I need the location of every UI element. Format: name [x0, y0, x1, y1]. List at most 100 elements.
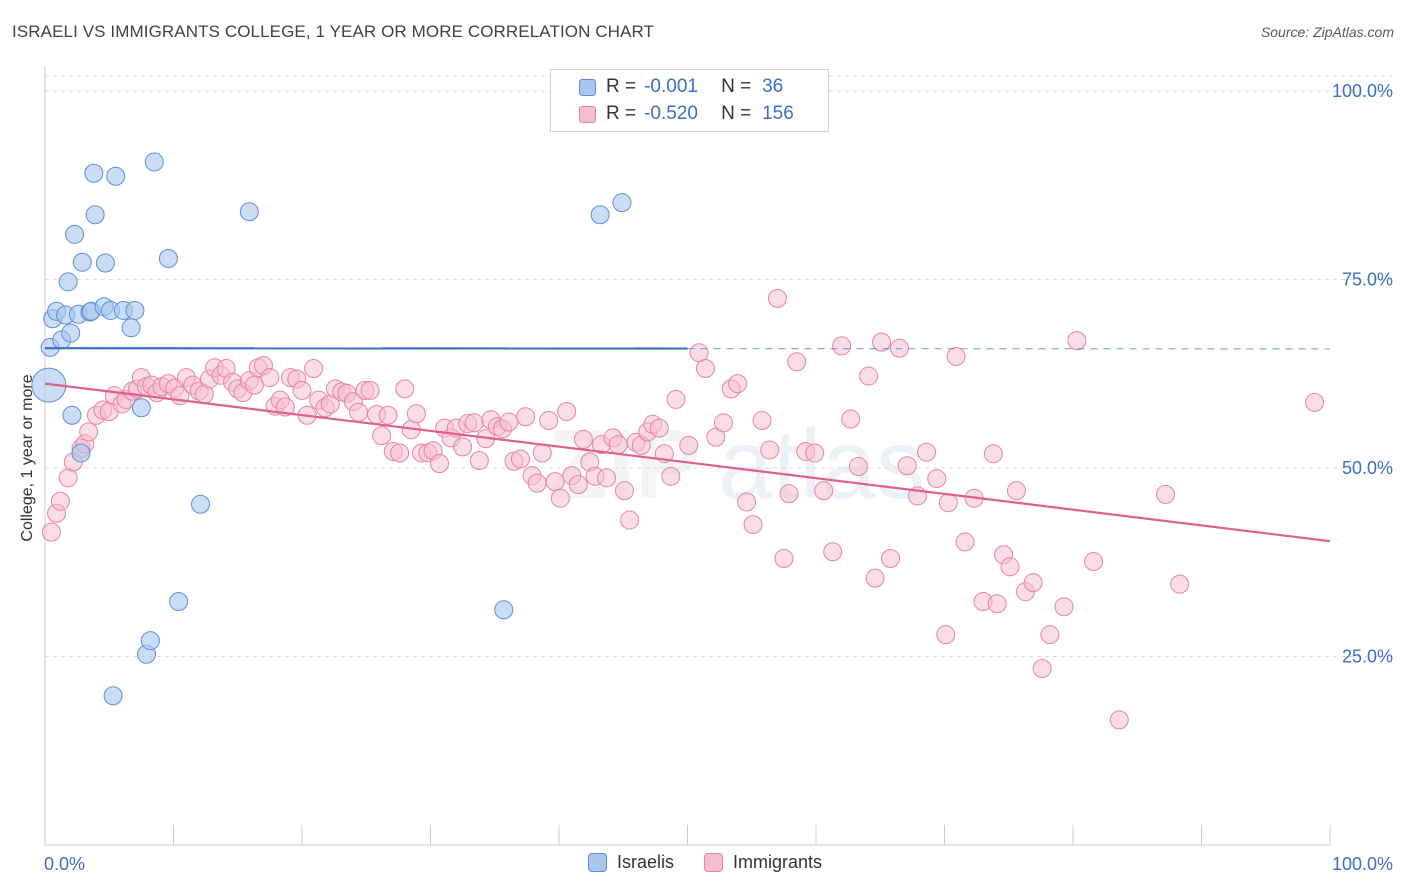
immigrants-point — [695, 359, 715, 379]
r-value: -0.001 — [644, 76, 698, 97]
immigrants-point — [1023, 573, 1043, 593]
immigrants-point — [859, 366, 879, 386]
immigrants-point — [649, 418, 669, 438]
legend-row-israelis: R = -0.001 N = 36 — [551, 74, 783, 100]
immigrants-point — [1032, 659, 1052, 679]
immigrants-point — [983, 444, 1003, 464]
immigrants-point — [872, 332, 892, 352]
immigrants-point — [987, 594, 1007, 614]
immigrants-point — [615, 481, 635, 501]
immigrants-point — [823, 542, 843, 562]
legend-item-immigrants: Immigrants — [704, 852, 822, 873]
series-legend: Israelis Immigrants — [588, 852, 852, 873]
chart-title: ISRAELI VS IMMIGRANTS COLLEGE, 1 YEAR OR… — [12, 22, 655, 41]
immigrants-point — [955, 532, 975, 552]
israelis-point — [612, 193, 632, 213]
watermark: ZIP atlas — [548, 409, 925, 519]
immigrants-point — [841, 409, 861, 429]
x-tick-label: 100.0% — [1332, 854, 1393, 874]
r-label: R = — [606, 103, 637, 124]
immigrants-point — [568, 475, 588, 495]
immigrants-point — [469, 451, 489, 470]
immigrants-point — [865, 568, 885, 588]
immigrants-point — [349, 402, 369, 422]
israelis-point — [590, 205, 610, 225]
israelis-point — [239, 202, 259, 222]
immigrants-point — [832, 336, 852, 356]
immigrants-point — [79, 422, 99, 442]
immigrants-point — [1109, 710, 1129, 730]
immigrants-point — [946, 346, 966, 366]
immigrants-trend-line — [44, 382, 1331, 543]
immigrants-point — [1305, 392, 1325, 412]
immigrants-point — [848, 457, 868, 477]
immigrants-point — [1156, 484, 1176, 504]
immigrants-point — [597, 468, 617, 488]
immigrants-point — [360, 380, 380, 400]
immigrants-point — [737, 492, 757, 512]
israelis-point — [85, 205, 105, 225]
immigrants-point — [527, 473, 547, 493]
immigrants-point — [539, 411, 559, 431]
israelis-point — [71, 443, 91, 463]
immigrants-point — [390, 443, 410, 463]
israelis-point — [84, 163, 104, 183]
immigrants-point — [545, 472, 565, 492]
immigrants-point — [464, 413, 484, 433]
israelis-point — [131, 398, 151, 418]
immigrants-point — [679, 435, 699, 455]
immigrants-point — [395, 379, 415, 399]
israelis-point — [144, 152, 164, 172]
source-credit: Source: ZipAtlas.com — [1260, 24, 1394, 40]
immigrants-point — [779, 484, 799, 504]
immigrants-point — [661, 466, 681, 486]
israelis-legend-swatch — [588, 853, 607, 872]
immigrants-point — [453, 437, 473, 457]
immigrants-point — [881, 549, 901, 569]
israelis-point — [190, 494, 210, 514]
israelis-point — [103, 686, 123, 706]
immigrants-point — [499, 412, 519, 432]
immigrants-point — [927, 469, 947, 489]
israelis-point — [95, 253, 115, 273]
y-tick-label: 75.0% — [1342, 270, 1393, 290]
immigrants-point — [1054, 597, 1074, 617]
immigrants-point — [532, 443, 552, 463]
n-value: 156 — [762, 103, 794, 124]
immigrants-point — [728, 374, 748, 394]
immigrants-point — [767, 288, 787, 308]
immigrants-point — [378, 405, 398, 425]
israelis-point — [106, 166, 126, 186]
israelis-point — [125, 300, 145, 320]
immigrants-point — [743, 515, 763, 535]
immigrants-point — [372, 426, 392, 446]
immigrants-point — [1067, 331, 1087, 351]
israelis-point — [58, 272, 78, 292]
legend-label-immigrants: Immigrants — [733, 852, 823, 872]
immigrants-point — [260, 368, 280, 388]
immigrants-point — [1000, 557, 1020, 577]
immigrants-point — [608, 435, 628, 455]
immigrants-point — [666, 389, 686, 409]
immigrants-point — [620, 510, 640, 530]
israelis-point — [158, 248, 178, 268]
immigrants-point — [713, 413, 733, 433]
israelis-point — [65, 224, 85, 244]
y-tick-label: 100.0% — [1332, 81, 1393, 101]
x-tick-label: 0.0% — [44, 854, 85, 874]
stats-legend: R = -0.001 N = 36 R = -0.520 N = 156 — [550, 69, 829, 132]
immigrants-point — [292, 380, 312, 400]
israelis-point — [169, 591, 189, 611]
immigrants-point — [814, 481, 834, 501]
immigrants-point — [550, 488, 570, 508]
immigrants-point — [510, 449, 530, 469]
immigrants-point — [50, 491, 70, 511]
immigrants-point — [41, 522, 61, 542]
immigrants-point — [1040, 625, 1060, 645]
r-label: R = — [606, 76, 637, 97]
legend-label-israelis: Israelis — [617, 852, 675, 872]
n-value: 36 — [762, 76, 784, 97]
immigrants-point — [752, 411, 772, 431]
immigrants-point — [897, 456, 917, 476]
